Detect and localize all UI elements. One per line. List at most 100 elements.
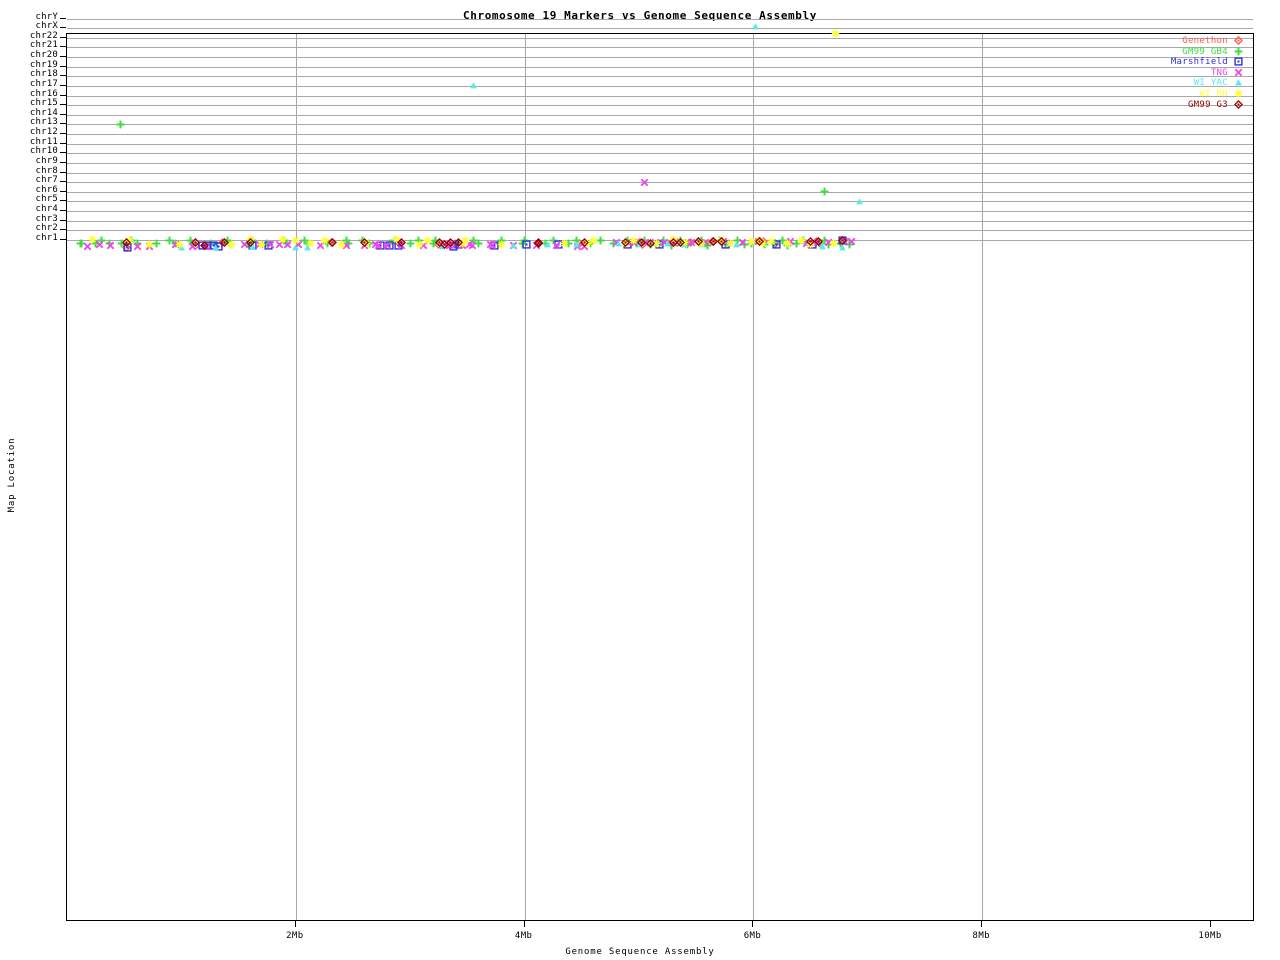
legend-marker-star-icon bbox=[1234, 89, 1246, 99]
y-axis-tick-chr11 bbox=[60, 142, 66, 144]
gridline-chr22 bbox=[67, 37, 1253, 39]
data-point-tng bbox=[342, 241, 351, 250]
x-axis-label-10Mb: 10Mb bbox=[1198, 931, 1222, 941]
x-axis-label-6Mb: 6Mb bbox=[743, 931, 762, 941]
legend-item-gm99-g3[interactable]: GM99 G3 bbox=[1136, 99, 1246, 111]
data-point-gm99-gb4 bbox=[683, 240, 692, 249]
data-point-gm99-gb4 bbox=[845, 240, 854, 249]
y-axis-tick-chr5 bbox=[60, 200, 66, 202]
y-axis-tick-chr14 bbox=[60, 113, 66, 115]
gridline-chr18 bbox=[67, 76, 1253, 78]
data-point-gm99-g3 bbox=[694, 237, 704, 247]
y-axis-tick-chr21 bbox=[60, 46, 66, 48]
y-axis-label-chr22: chr22 bbox=[29, 30, 58, 41]
y-axis-label-chr16: chr16 bbox=[29, 88, 58, 99]
data-point-tng bbox=[486, 240, 495, 249]
data-point-gm99-gb4 bbox=[824, 240, 833, 249]
y-axis-tick-chr15 bbox=[60, 104, 66, 106]
data-point-tng bbox=[397, 241, 406, 250]
y-axis-tick-chr16 bbox=[60, 94, 66, 96]
data-point-marshfield bbox=[490, 240, 499, 250]
data-point-tng bbox=[465, 240, 474, 249]
data-point-tng bbox=[360, 241, 369, 250]
data-point-gm99-gb4 bbox=[721, 240, 730, 249]
data-point-tng bbox=[283, 240, 292, 249]
legend-label-genethon: Genethon bbox=[1182, 36, 1228, 46]
gridline-chr21 bbox=[67, 47, 1253, 49]
x-axis-label-2Mb: 2Mb bbox=[286, 931, 304, 941]
data-point-tng bbox=[532, 241, 541, 250]
y-axis-label-chr20: chr20 bbox=[29, 50, 58, 61]
data-point-tng bbox=[738, 238, 747, 247]
data-point-genethon bbox=[444, 239, 454, 249]
data-point-tng bbox=[754, 237, 763, 246]
y-axis-tick-chrY bbox=[60, 17, 66, 19]
data-point-marshfield bbox=[197, 241, 207, 250]
data-point-marshfield bbox=[554, 240, 564, 249]
data-point-gm99-g3 bbox=[716, 236, 726, 246]
x-axis-label-4Mb: 4Mb bbox=[514, 931, 533, 941]
gridline-chr4 bbox=[67, 211, 1253, 213]
data-point-tng bbox=[786, 237, 795, 246]
data-point-genethon bbox=[718, 236, 728, 246]
y-axis-label-chr12: chr12 bbox=[29, 127, 58, 138]
legend-marker-square-icon bbox=[1234, 57, 1246, 67]
gridline-chr9 bbox=[67, 162, 1253, 164]
data-point-marshfield bbox=[213, 242, 223, 251]
x-axis-tick-4Mb bbox=[523, 921, 525, 927]
legend-marker-triangle-icon bbox=[1234, 78, 1246, 88]
gridline-chr16 bbox=[67, 95, 1253, 97]
data-point-wi-yac bbox=[303, 243, 312, 252]
data-point-marshfield bbox=[394, 241, 403, 250]
y-axis-tick-chr7 bbox=[60, 181, 66, 183]
x-axis-label-8Mb: 8Mb bbox=[972, 931, 990, 941]
data-point-marshfield bbox=[264, 241, 273, 250]
plot-area bbox=[66, 18, 1254, 921]
legend-label-wi-rh: WI RH bbox=[1199, 88, 1228, 99]
data-point-marshfield bbox=[655, 240, 664, 249]
legend-item-marshfield[interactable]: Marshfield bbox=[1136, 57, 1246, 68]
vertical-gridline-4Mb bbox=[524, 34, 526, 920]
data-point-gm99-g3 bbox=[440, 239, 450, 249]
data-point-tng bbox=[106, 241, 115, 250]
legend-item-gm99-gb4[interactable]: GM99 GB4 bbox=[1136, 47, 1246, 58]
y-axis-label-chr14: chr14 bbox=[29, 107, 58, 118]
y-axis-label-chr18: chr18 bbox=[29, 69, 58, 80]
data-point-tng bbox=[83, 242, 92, 251]
legend-item-wi-yac[interactable]: WI YAC bbox=[1136, 78, 1246, 89]
data-point-gm99-g3 bbox=[806, 236, 816, 246]
data-point-tng bbox=[316, 241, 325, 250]
gridline-chr3 bbox=[67, 220, 1253, 222]
y-axis-tick-chr18 bbox=[60, 75, 66, 77]
legend-item-tng[interactable]: TNG bbox=[1136, 68, 1246, 79]
data-point-genethon bbox=[811, 237, 821, 247]
legend-label-gm99-gb4: GM99 GB4 bbox=[1182, 46, 1228, 57]
y-axis-label-chr5: chr5 bbox=[35, 194, 58, 205]
data-point-tng bbox=[275, 240, 284, 249]
y-axis-label-chr19: chr19 bbox=[29, 59, 58, 70]
data-point-tng bbox=[383, 241, 392, 250]
data-point-wi-rh bbox=[145, 240, 154, 249]
gridline-chrY bbox=[67, 18, 1253, 20]
data-point-tng bbox=[488, 241, 497, 250]
legend-label-gm99-g3: GM99 G3 bbox=[1187, 99, 1228, 110]
y-axis-tick-chr1 bbox=[60, 239, 66, 240]
y-axis-tick-chr9 bbox=[60, 161, 66, 163]
legend-label-wi-yac: WI YAC bbox=[1193, 78, 1228, 89]
gridline-chr1 bbox=[67, 240, 1253, 241]
legend: Genethon GM99 GB4 Marshfield TNG WI YAC WI RH… bbox=[1136, 36, 1246, 110]
data-point-tng bbox=[840, 237, 849, 246]
y-axis-tick-chr13 bbox=[60, 123, 66, 125]
data-point-tng bbox=[202, 242, 211, 251]
data-point-marshfield bbox=[385, 241, 394, 250]
data-point-genethon bbox=[694, 237, 704, 247]
data-point-tng bbox=[552, 241, 561, 250]
y-axis-label-chr4: chr4 bbox=[35, 204, 58, 215]
data-point-tng bbox=[371, 240, 380, 249]
legend-label-tng: TNG bbox=[1210, 67, 1228, 78]
legend-item-genethon[interactable]: Genethon bbox=[1136, 36, 1246, 47]
vertical-gridline-2Mb bbox=[295, 34, 297, 920]
x-axis-tick-6Mb bbox=[752, 921, 754, 927]
legend-item-wi-rh[interactable]: WI RH bbox=[1136, 89, 1246, 100]
